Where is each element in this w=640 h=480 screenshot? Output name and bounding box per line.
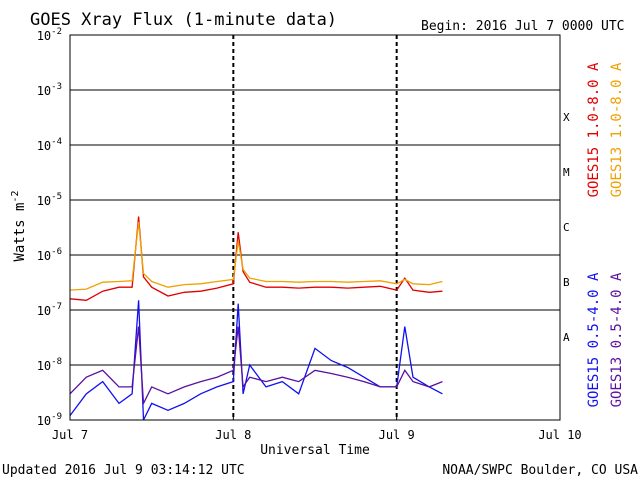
- y-tick-label: 10-2: [37, 27, 62, 43]
- svg-text:Watts m-2: Watts m-2: [10, 190, 28, 261]
- y-tick-label: 10-4: [37, 137, 62, 153]
- series-line: [69, 300, 443, 421]
- chart-title: GOES Xray Flux (1-minute data): [30, 10, 337, 30]
- plot-area-border: [69, 34, 561, 421]
- flare-class-label: A: [563, 331, 570, 344]
- y-tick-label: 10-7: [37, 302, 62, 318]
- y-tick-label: 10-3: [37, 82, 62, 98]
- x-axis-title: Universal Time: [260, 443, 370, 458]
- y-axis-title: Watts m-2: [10, 190, 28, 261]
- flare-class-label: M: [563, 166, 570, 179]
- legend: GOES15 1.0-8.0 A GOES13 1.0-8.0 A GOES15 0…: [586, 62, 625, 407]
- flare-class-label: B: [563, 276, 570, 289]
- series-line: [69, 221, 443, 291]
- grid-lines: [70, 35, 560, 420]
- legend-label: GOES13 0.5-4.0 A: [609, 272, 625, 407]
- y-axis-ticks: 10-9 10-8 10-7 10-6 10-5 10-4 10-3 10-2: [37, 27, 75, 428]
- legend-label: GOES15 1.0-8.0 A: [586, 62, 602, 197]
- flare-class-label: C: [563, 221, 570, 234]
- flare-class-label: X: [563, 111, 570, 124]
- y-axis-title-exponent: -2: [10, 190, 21, 202]
- flare-class-labels: A B C M X: [563, 111, 570, 344]
- y-tick-label: 10-6: [37, 247, 62, 263]
- legend-item: GOES15 1.0-8.0 A: [586, 62, 602, 197]
- y-tick-label: 10-5: [37, 192, 62, 208]
- y-tick-label: 10-8: [37, 357, 62, 373]
- legend-item: GOES15 0.5-4.0 A: [586, 272, 602, 407]
- y-axis-title-text: Watts m: [12, 203, 28, 262]
- credit-label: NOAA/SWPC Boulder, CO USA: [442, 463, 638, 478]
- series-line: [69, 216, 443, 301]
- legend-item: GOES13 1.0-8.0 A: [609, 62, 625, 197]
- y-tick-label: 10-9: [37, 412, 62, 428]
- series-line: [69, 326, 443, 406]
- x-tick-label: Jul 7: [52, 428, 88, 442]
- series-layer: [69, 216, 443, 421]
- begin-label: Begin: 2016 Jul 7 0000 UTC: [421, 19, 625, 34]
- x-tick-label: Jul 10: [538, 428, 581, 442]
- x-tick-label: Jul 9: [379, 428, 415, 442]
- updated-label: Updated 2016 Jul 9 03:14:12 UTC: [2, 463, 245, 478]
- x-axis-ticks: Jul 7 Jul 8 Jul 9 Jul 10: [52, 414, 582, 442]
- x-tick-label: Jul 8: [215, 428, 251, 442]
- legend-label: GOES13 1.0-8.0 A: [609, 62, 625, 197]
- legend-item: GOES13 0.5-4.0 A: [609, 272, 625, 407]
- legend-label: GOES15 0.5-4.0 A: [586, 272, 602, 407]
